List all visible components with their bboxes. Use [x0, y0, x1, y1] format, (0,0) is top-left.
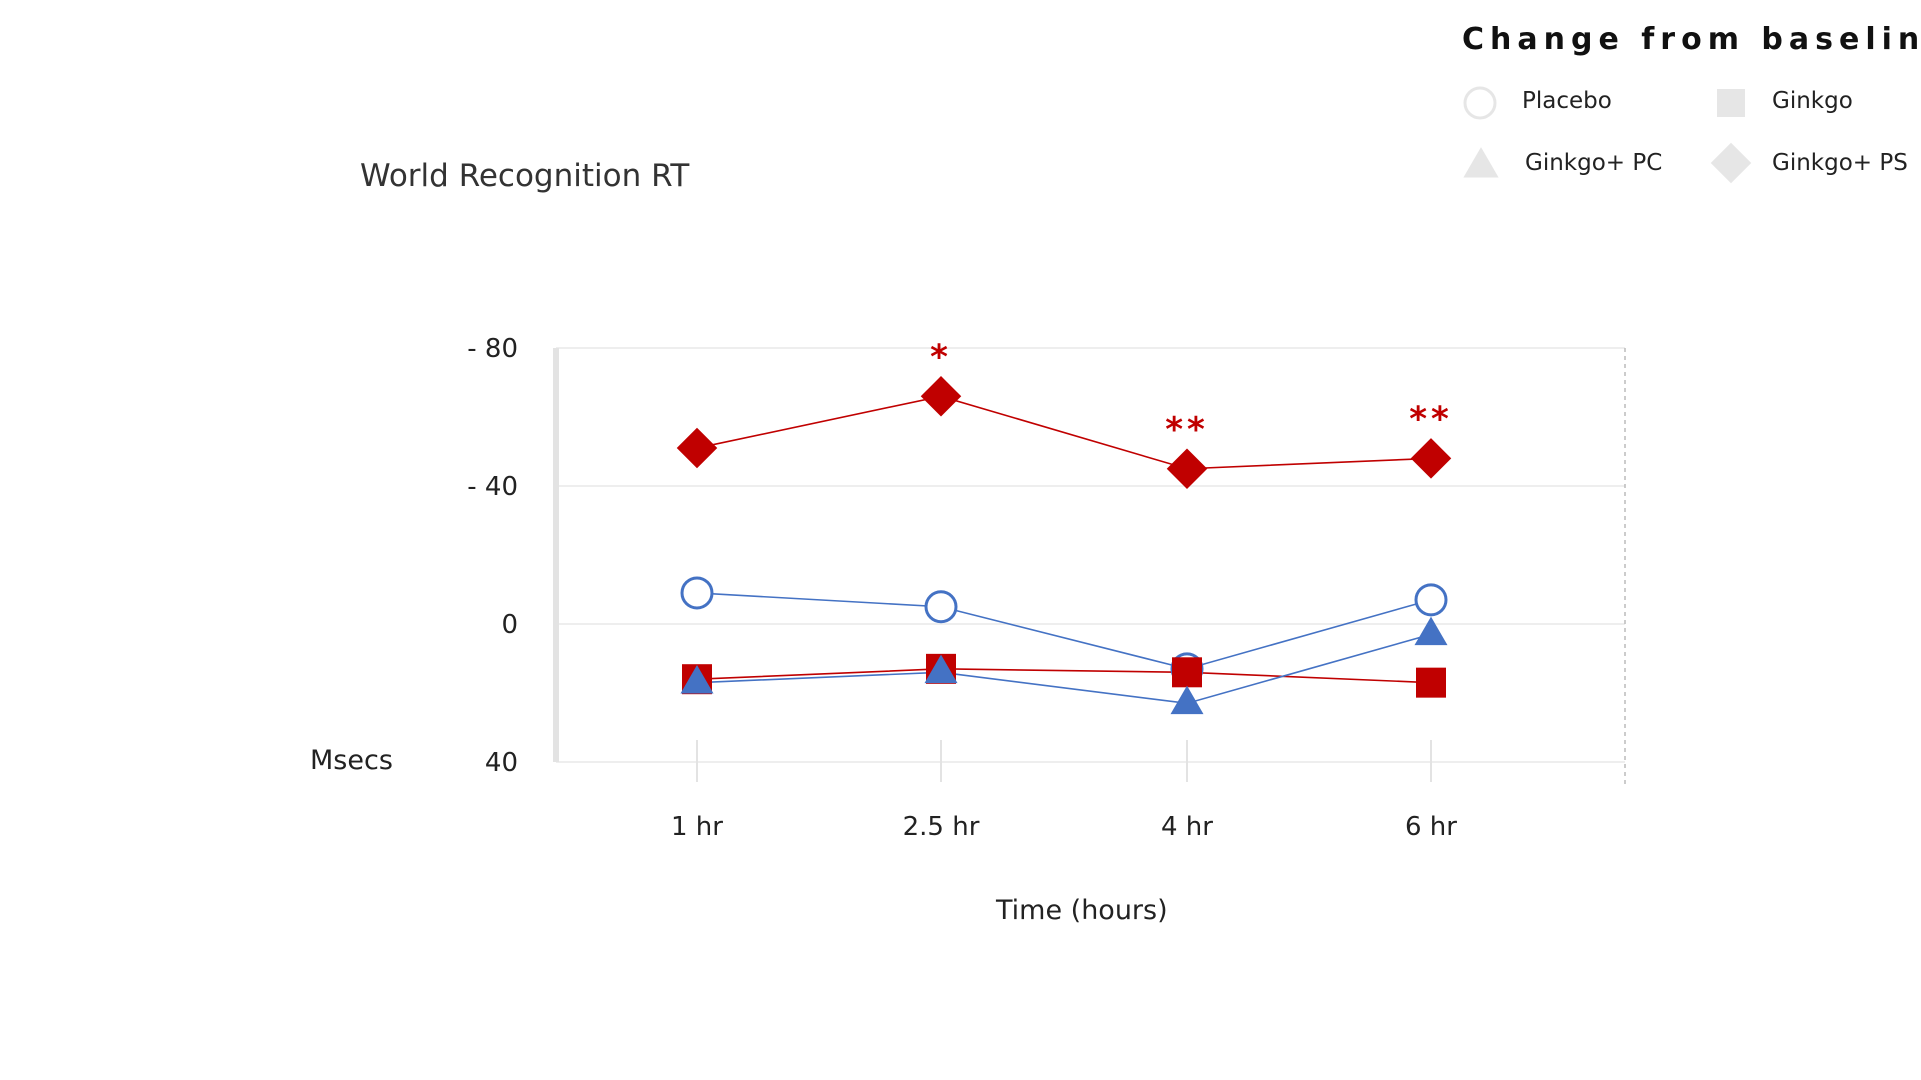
x-tick-label: 1 hr — [671, 812, 723, 842]
series-line-ginkgo-ps — [696, 395, 1432, 470]
marker-ginkgo-pc — [680, 664, 714, 694]
y-tick-label: - 40 — [467, 472, 518, 502]
marker-ginkgo-pc — [1414, 616, 1448, 646]
chart-gridlines — [556, 347, 1625, 763]
legend-circle-icon — [1463, 86, 1497, 120]
legend-item-ginkgo-ps: Ginkgo+ PS — [1772, 150, 1908, 176]
y-axis-label: Msecs — [310, 745, 393, 776]
marker-placebo — [1414, 583, 1448, 617]
y-tick-label: - 80 — [467, 334, 518, 364]
legend-item-ginkgo: Ginkgo — [1772, 88, 1853, 114]
x-tick-label: 2.5 hr — [903, 812, 980, 842]
chart-series-markers — [676, 376, 1452, 715]
legend-square-icon — [1717, 89, 1745, 117]
legend-triangle-icon — [1463, 147, 1499, 178]
series-line-ginkgo-pc — [696, 633, 1432, 705]
legend-title: Change from baseline — [1462, 22, 1921, 57]
series-line-placebo — [696, 592, 1432, 670]
marker-ginkgo — [1172, 657, 1202, 688]
legend-item-ginkgo-pc: Ginkgo+ PC — [1525, 150, 1663, 176]
chart-axes — [553, 348, 1626, 784]
significance-annotation: * — [930, 337, 952, 377]
chart-series-lines — [696, 395, 1432, 705]
significance-annotation: ** — [1165, 410, 1209, 450]
x-tick-label: 6 hr — [1405, 812, 1457, 842]
series-line-ginkgo — [696, 668, 1432, 684]
x-axis-label: Time (hours) — [996, 895, 1168, 926]
marker-placebo — [680, 576, 714, 610]
legend-diamond-icon — [1710, 142, 1752, 184]
y-tick-label: 40 — [485, 748, 518, 778]
legend-item-placebo: Placebo — [1522, 88, 1612, 114]
chart-tick-labels: - 80 - 40 0 40 1 hr 2.5 hr 4 hr 6 hr — [467, 334, 1457, 842]
marker-ginkgo-pc — [924, 654, 958, 684]
y-tick-label: 0 — [501, 610, 518, 640]
legend-icons — [1463, 86, 1752, 184]
marker-ginkgo-ps — [920, 376, 962, 417]
marker-placebo — [924, 590, 958, 624]
marker-ginkgo — [1416, 667, 1446, 698]
chart-annotations: *** ** — [930, 337, 1453, 450]
marker-ginkgo-pc — [1170, 685, 1204, 715]
marker-ginkgo-ps — [1410, 438, 1452, 479]
chart-title: World Recognition RT — [360, 158, 690, 194]
marker-ginkgo-ps — [1166, 448, 1208, 489]
marker-ginkgo-ps — [676, 427, 718, 469]
significance-annotation: ** — [1409, 399, 1453, 439]
x-tick-label: 4 hr — [1161, 812, 1213, 842]
